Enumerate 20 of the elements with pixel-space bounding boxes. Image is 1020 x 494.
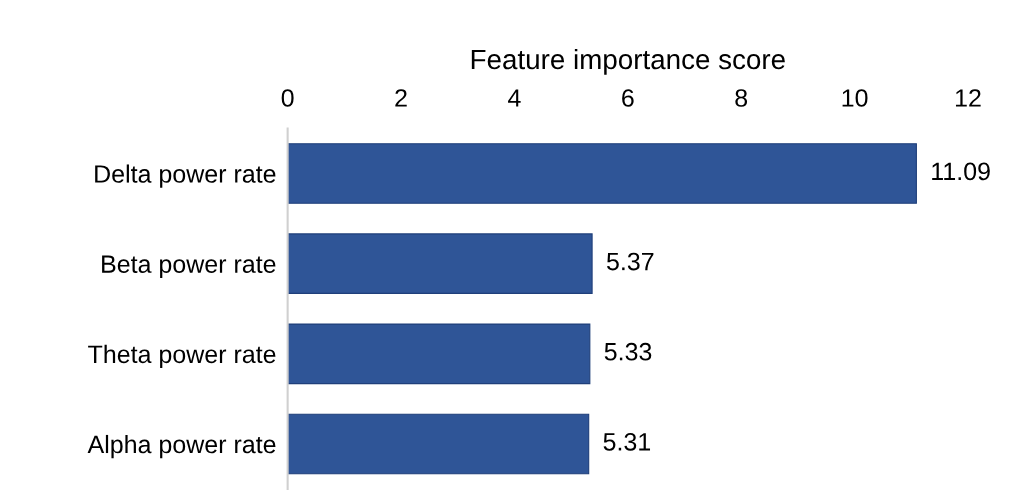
bar <box>287 413 590 475</box>
bar <box>287 323 591 385</box>
x-tick-label: 0 <box>281 89 294 107</box>
x-tick-label: 6 <box>622 89 634 107</box>
bar <box>287 233 593 294</box>
x-axis-title: Feature importance score <box>471 48 785 75</box>
data-label: 5.37 <box>606 252 654 271</box>
x-tick-label: 12 <box>955 89 981 107</box>
x-tick-label: 2 <box>395 89 407 107</box>
x-tick-label: 8 <box>735 89 748 107</box>
data-label: 11.09 <box>932 162 990 181</box>
y-tick-label: Alpha power rate <box>87 434 276 459</box>
data-label: 5.33 <box>604 342 652 361</box>
x-tick-label: 4 <box>508 89 521 107</box>
y-tick-label: Beta power rate <box>102 255 276 278</box>
y-tick-label: Theta power rate <box>88 344 276 369</box>
data-label: 5.31 <box>603 432 651 451</box>
y-tick-label: Delta power rate <box>95 164 276 188</box>
bar <box>287 143 917 204</box>
x-tick-label: 10 <box>842 89 868 107</box>
